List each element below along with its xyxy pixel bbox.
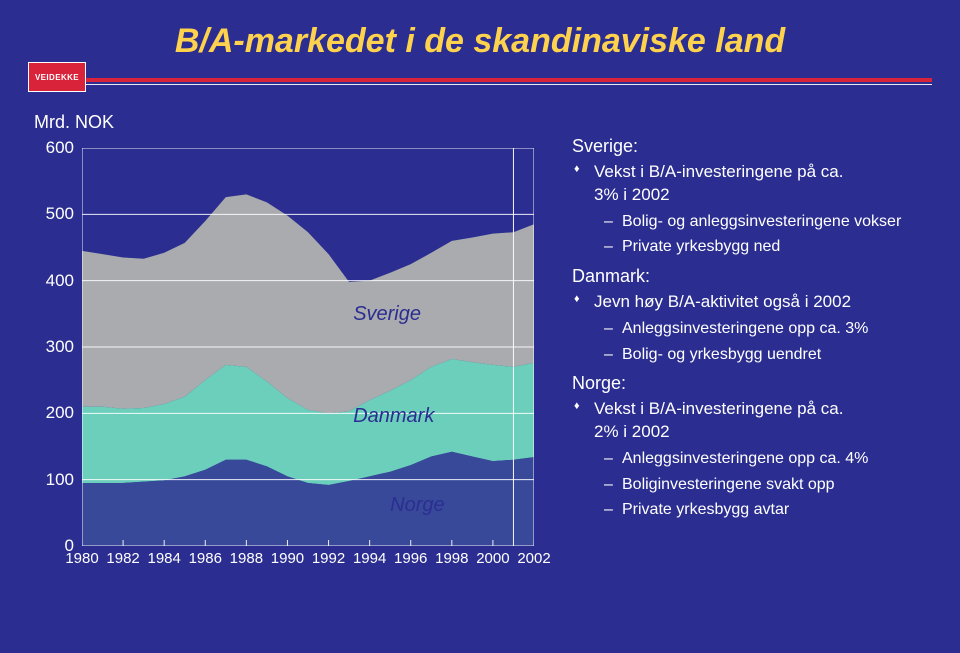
- y-tick-label: 300: [46, 337, 74, 357]
- x-tick-label: 1986: [189, 550, 222, 567]
- stacked-area-chart: [82, 148, 534, 546]
- bullet-norge-1: Vekst i B/A-investeringene på ca. 2% i 2…: [594, 398, 932, 444]
- y-axis-title: Mrd. NOK: [34, 112, 554, 133]
- series-label-Norge: Norge: [390, 494, 444, 517]
- y-tick-label: 400: [46, 271, 74, 291]
- bullet-sverige-1-2: Private yrkesbygg ned: [622, 236, 932, 258]
- bullet-text: Vekst i B/A-investeringene på ca.: [594, 399, 843, 418]
- x-tick-label: 1984: [147, 550, 180, 567]
- veidekke-logo: VEIDEKKE: [28, 62, 86, 92]
- x-tick-label: 1992: [312, 550, 345, 567]
- bullet-norge-1-1: Anleggsinvesteringene opp ca. 4%: [622, 448, 932, 470]
- bullet-danmark-1: Jevn høy B/A-aktivitet også i 2002: [594, 291, 932, 314]
- bullet-panel: Sverige: Vekst i B/A-investeringene på c…: [572, 128, 932, 521]
- y-axis-labels: 0100200300400500600: [34, 148, 78, 546]
- group-heading-norge: Norge:: [572, 373, 932, 394]
- bullet-danmark-1-2: Bolig- og yrkesbygg uendret: [622, 344, 932, 366]
- group-heading-danmark: Danmark:: [572, 266, 932, 287]
- y-tick-label: 200: [46, 403, 74, 423]
- x-tick-label: 1988: [230, 550, 263, 567]
- bullet-norge-1-3: Private yrkesbygg avtar: [622, 499, 932, 521]
- chart-area: Mrd. NOK 0100200300400500600 NorgeDanmar…: [34, 112, 554, 592]
- slide: VEIDEKKE B/A-markedet i de skandinaviske…: [0, 0, 960, 653]
- bullet-norge-1-2: Boliginvesteringene svakt opp: [622, 474, 932, 496]
- divider-white: [86, 84, 932, 85]
- bullet-sverige-1-1: Bolig- og anleggsinvesteringene vokser: [622, 211, 932, 233]
- group-heading-sverige: Sverige:: [572, 136, 932, 157]
- x-tick-label: 1998: [435, 550, 468, 567]
- chart-plot: Norge Danmark Sverige: [82, 148, 534, 546]
- bullet-text: 2% i 2002: [594, 422, 670, 441]
- x-tick-label: 1980: [65, 550, 98, 567]
- x-tick-label: 1996: [394, 550, 427, 567]
- x-tick-label: 2000: [476, 550, 509, 567]
- slide-title: B/A-markedet i de skandinaviske land: [0, 22, 960, 61]
- y-tick-label: 600: [46, 138, 74, 158]
- x-tick-label: 2002: [517, 550, 550, 567]
- bullet-text: 3% i 2002: [594, 185, 670, 204]
- bullet-danmark-1-1: Anleggsinvesteringene opp ca. 3%: [622, 318, 932, 340]
- series-label-Sverige: Sverige: [353, 303, 421, 326]
- bullet-text: Vekst i B/A-investeringene på ca.: [594, 162, 843, 181]
- x-tick-label: 1982: [106, 550, 139, 567]
- divider-red: [86, 78, 932, 82]
- y-tick-label: 500: [46, 204, 74, 224]
- x-tick-label: 1990: [271, 550, 304, 567]
- x-tick-label: 1994: [353, 550, 386, 567]
- x-axis-labels: 1980198219841986198819901992199419961998…: [82, 550, 534, 574]
- y-tick-label: 100: [46, 470, 74, 490]
- series-label-Danmark: Danmark: [353, 405, 434, 428]
- logo-text: VEIDEKKE: [35, 73, 79, 82]
- bullet-sverige-1: Vekst i B/A-investeringene på ca. 3% i 2…: [594, 161, 932, 207]
